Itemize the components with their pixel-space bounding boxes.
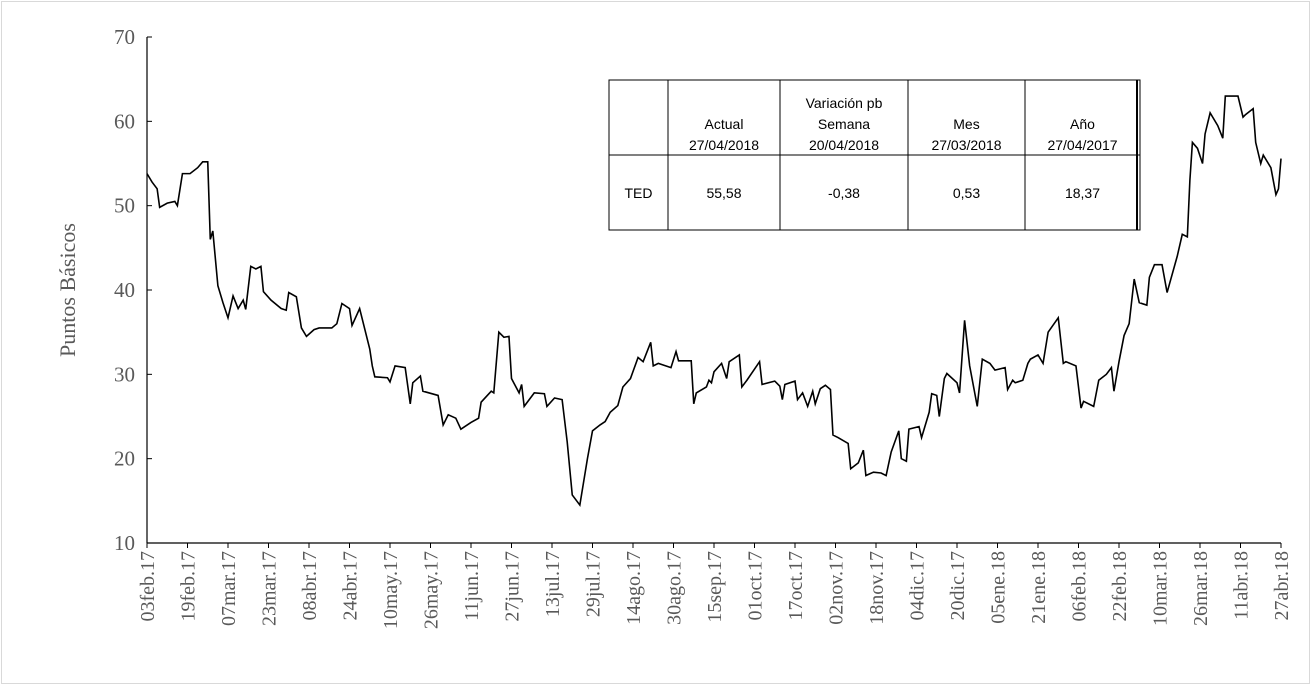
x-tick-label: 24abr.17	[340, 551, 362, 620]
y-tick-label: 30	[114, 362, 135, 386]
x-tick-label: 13jul.17	[542, 551, 564, 617]
x-tick-label: 17oct.17	[785, 551, 807, 620]
table-row-label: TED	[625, 185, 653, 201]
x-tick-label: 21ene.18	[1028, 551, 1050, 624]
y-tick-label: 40	[114, 278, 135, 302]
table-header: 27/03/2018	[931, 137, 1001, 153]
x-tick-label: 11abr.18	[1231, 551, 1253, 620]
y-axis-label: Puntos Básicos	[55, 223, 80, 357]
series-line	[146, 95, 1282, 508]
x-tick-label: 23mar.17	[259, 551, 281, 626]
x-tick-label: 18nov.17	[866, 551, 888, 625]
x-tick-label: 27jun.17	[502, 551, 524, 622]
x-tick-label: 03feb.17	[137, 551, 159, 622]
x-tick-label: 20dic.17	[947, 551, 969, 620]
table-cell: 0,53	[953, 185, 980, 201]
table-header: Actual	[705, 116, 744, 132]
x-tick-label: 02nov.17	[826, 551, 848, 625]
x-tick-label: 10mar.18	[1150, 551, 1172, 626]
table-header: Variación pb	[806, 95, 883, 111]
x-tick-label: 07mar.17	[218, 551, 240, 626]
table-cell: 55,58	[706, 185, 741, 201]
x-tick-label: 22feb.18	[1109, 551, 1131, 622]
table-header: Año	[1070, 116, 1095, 132]
x-tick-label: 27abr.18	[1271, 551, 1293, 620]
x-tick-label: 05ene.18	[988, 551, 1010, 624]
y-tick-label: 70	[114, 25, 135, 49]
table-header: 20/04/2018	[809, 137, 879, 153]
table-cell: 18,37	[1065, 185, 1100, 201]
x-tick-label: 15sep.17	[704, 551, 726, 623]
x-tick-label: 29jul.17	[583, 551, 605, 617]
y-tick-label: 60	[114, 109, 135, 133]
x-tick-label: 19feb.17	[178, 551, 200, 622]
table-header: Semana	[818, 116, 870, 132]
y-tick-label: 10	[114, 531, 135, 555]
table-header: 27/04/2017	[1047, 137, 1117, 153]
x-tick-label: 08abr.17	[299, 551, 321, 620]
table-header: 27/04/2018	[689, 137, 759, 153]
x-tick-label: 01oct.17	[745, 551, 767, 620]
table-cell: -0,38	[828, 185, 860, 201]
x-tick-label: 26may.17	[421, 551, 443, 629]
y-tick-label: 50	[114, 194, 135, 218]
summary-table: Actual 27/04/2018 Variación pb Semana 20/04/…	[608, 79, 1141, 231]
x-tick-label: 11jun.17	[461, 551, 483, 621]
x-tick-label: 30ago.17	[664, 551, 686, 625]
x-tick-label: 14ago.17	[623, 551, 645, 625]
x-tick-label: 10may.17	[380, 551, 402, 629]
x-tick-label: 26mar.18	[1190, 551, 1212, 626]
x-tick-label: 06feb.18	[1069, 551, 1091, 622]
x-tick-label: 04dic.17	[907, 551, 929, 620]
y-tick-label: 20	[114, 447, 135, 471]
table-header: Mes	[953, 116, 979, 132]
